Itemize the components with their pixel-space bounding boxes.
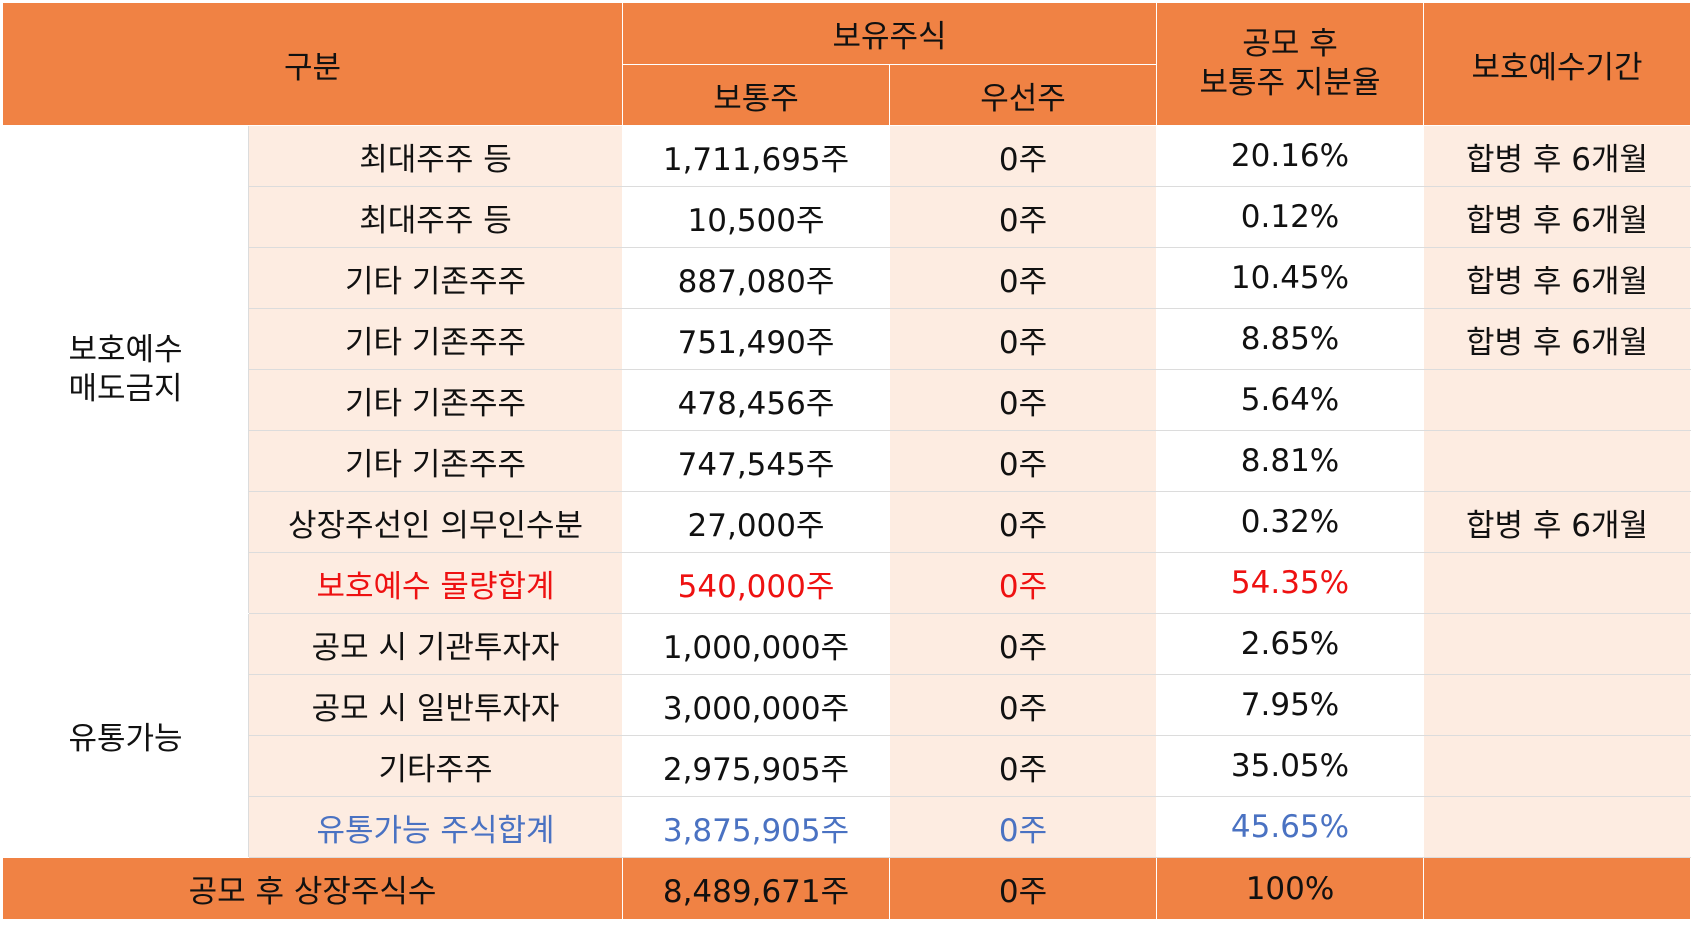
row-period: 합병 후 6개월 [1423, 308, 1692, 370]
header-common: 보통주 [622, 64, 891, 126]
grand-total-name: 공모 후 상장주식수 [1, 857, 624, 920]
grand-total-row: 공모 후 상장주식수 8,489,671주 0주 100% [1, 857, 1692, 920]
table-row: 기타주주 2,975,905주 0주 35.05% [3, 735, 1692, 797]
grand-total-period [1423, 857, 1692, 920]
locked-total-period [1423, 552, 1692, 614]
group-label-locked-line2: 매도금지 [68, 370, 183, 407]
header-preferred: 우선주 [889, 64, 1158, 126]
table-row: 공모 시 일반투자자 3,000,000주 0주 7.95% [3, 674, 1692, 736]
row-common: 751,490주 [622, 308, 891, 370]
grand-total-preferred: 0주 [889, 857, 1158, 920]
tradable-total-common: 3,875,905주 [622, 796, 891, 858]
table-row: 상장주선인 의무인수분 27,000주 0주 0.32% 합병 후 6개월 [3, 491, 1692, 553]
row-preferred: 0주 [889, 308, 1158, 370]
row-common: 10,500주 [622, 186, 891, 248]
row-period [1423, 430, 1692, 492]
locked-total-stake: 54.35% [1156, 552, 1425, 614]
row-common: 1,711,695주 [622, 125, 891, 187]
row-common: 887,080주 [622, 247, 891, 309]
row-name: 공모 시 일반투자자 [247, 674, 624, 736]
header-stake-line2: 보통주 지분율 [1199, 65, 1381, 101]
row-stake: 10.45% [1156, 247, 1425, 309]
row-name: 기타 기존주주 [247, 369, 624, 431]
row-preferred: 0주 [889, 674, 1158, 736]
row-name: 최대주주 등 [247, 186, 624, 248]
row-common: 27,000주 [622, 491, 891, 553]
table-row: 보호예수 매도금지 최대주주 등 1,711,695주 0주 20.16% 합병… [2, 125, 1692, 614]
row-stake: 2.65% [1156, 613, 1425, 675]
row-stake: 0.12% [1156, 186, 1425, 248]
table-row: 기타 기존주주 747,545주 0주 8.81% [3, 430, 1692, 492]
row-stake: 7.95% [1156, 674, 1425, 736]
row-preferred: 0주 [889, 430, 1158, 492]
table-row: 기타 기존주주 887,080주 0주 10.45% 합병 후 6개월 [3, 247, 1692, 309]
grand-total-common: 8,489,671주 [622, 857, 891, 920]
header-category: 구분 [1, 2, 624, 126]
table-row: 기타 기존주주 478,456주 0주 5.64% [3, 369, 1692, 431]
row-stake: 5.64% [1156, 369, 1425, 431]
locked-total-preferred: 0주 [889, 552, 1158, 614]
row-name: 최대주주 등 [247, 125, 624, 187]
header-holdings: 보유주식 [622, 2, 1158, 65]
locked-total-name: 보호예수 물량합계 [247, 552, 624, 614]
locked-total-common: 540,000주 [622, 552, 891, 614]
table-row: 최대주주 등 10,500주 0주 0.12% 합병 후 6개월 [3, 186, 1692, 248]
row-preferred: 0주 [889, 369, 1158, 431]
row-name: 기타 기존주주 [247, 247, 624, 309]
row-stake: 35.05% [1156, 735, 1425, 797]
tradable-total-period [1423, 796, 1692, 858]
row-stake: 8.85% [1156, 308, 1425, 370]
group-label-locked: 보호예수 매도금지 [2, 125, 249, 614]
row-name: 기타 기존주주 [247, 430, 624, 492]
group-label-tradable: 유통가능 [2, 613, 249, 858]
tradable-total-name: 유통가능 주식합계 [247, 796, 624, 858]
row-preferred: 0주 [889, 247, 1158, 309]
row-period [1423, 613, 1692, 675]
row-name: 기타 기존주주 [247, 308, 624, 370]
row-preferred: 0주 [889, 613, 1158, 675]
row-period [1423, 369, 1692, 431]
tradable-total-stake: 45.65% [1156, 796, 1425, 858]
locked-total-row: 보호예수 물량합계 540,000주 0주 54.35% [3, 552, 1692, 614]
grand-total-stake: 100% [1156, 857, 1425, 920]
tradable-total-preferred: 0주 [889, 796, 1158, 858]
row-common: 1,000,000주 [622, 613, 891, 675]
row-name: 기타주주 [247, 735, 624, 797]
row-stake: 0.32% [1156, 491, 1425, 553]
header-lockup-period: 보호예수기간 [1423, 2, 1692, 126]
group-label-locked-line1: 보호예수 [68, 331, 183, 368]
row-period: 합병 후 6개월 [1423, 125, 1692, 187]
row-common: 3,000,000주 [622, 674, 891, 736]
row-common: 2,975,905주 [622, 735, 891, 797]
row-preferred: 0주 [889, 125, 1158, 187]
row-stake: 20.16% [1156, 125, 1425, 187]
row-name: 상장주선인 의무인수분 [247, 491, 624, 553]
row-period: 합병 후 6개월 [1423, 247, 1692, 309]
table-row: 기타 기존주주 751,490주 0주 8.85% 합병 후 6개월 [3, 308, 1692, 370]
row-stake: 8.81% [1156, 430, 1425, 492]
row-preferred: 0주 [889, 735, 1158, 797]
row-name: 공모 시 기관투자자 [247, 613, 624, 675]
tradable-total-row: 유통가능 주식합계 3,875,905주 0주 45.65% [3, 796, 1692, 858]
row-period: 합병 후 6개월 [1423, 186, 1692, 248]
header-stake: 공모 후 보통주 지분율 [1156, 2, 1425, 126]
row-preferred: 0주 [889, 186, 1158, 248]
header-stake-line1: 공모 후 [1242, 26, 1338, 63]
row-period [1423, 735, 1692, 797]
table-row: 유통가능 공모 시 기관투자자 1,000,000주 0주 2.65% [2, 613, 1692, 858]
row-period: 합병 후 6개월 [1423, 491, 1692, 553]
row-common: 747,545주 [622, 430, 891, 492]
row-period [1423, 674, 1692, 736]
row-common: 478,456주 [622, 369, 891, 431]
row-preferred: 0주 [889, 491, 1158, 553]
